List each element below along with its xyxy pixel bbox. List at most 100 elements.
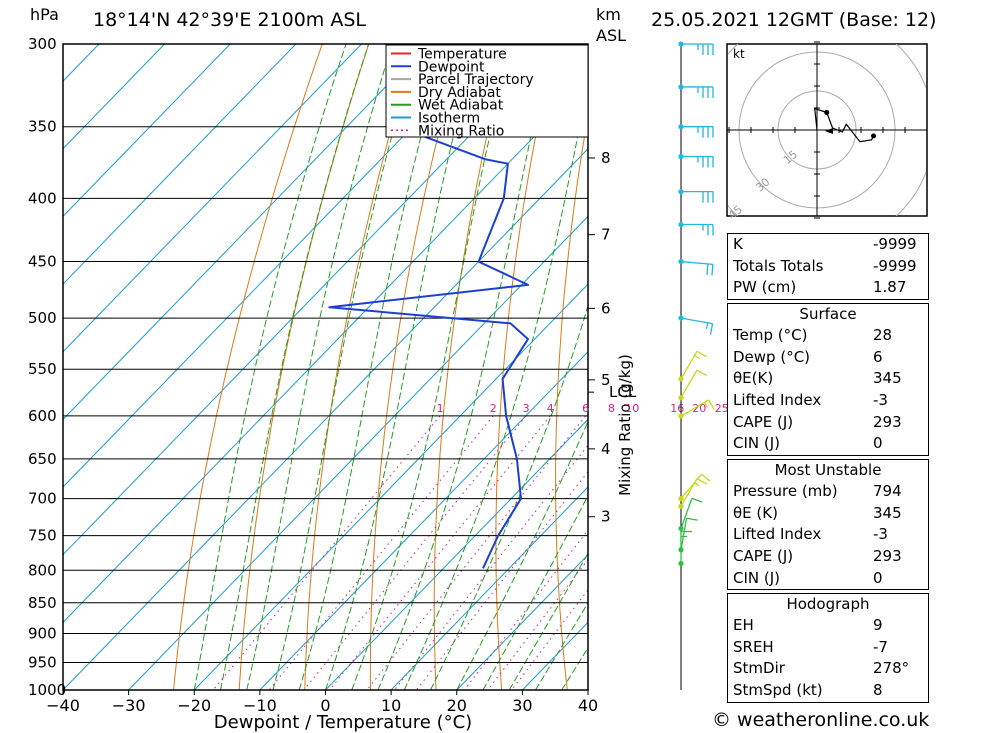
surface-title: Surface xyxy=(799,305,857,323)
wind-barb-feather xyxy=(696,350,707,358)
row-value: 293 xyxy=(873,547,902,566)
profiles xyxy=(328,44,530,569)
surface-row: CIN (J) 0 xyxy=(728,433,928,455)
wet-adiabat-line xyxy=(272,44,419,690)
row-label: K xyxy=(733,235,743,253)
legend-label: Temperature xyxy=(417,47,507,63)
wind-level-dot xyxy=(678,258,684,265)
hpa-label: hPa xyxy=(30,5,59,24)
wind-barb-half-feather xyxy=(694,354,701,360)
wind-level-dot xyxy=(678,315,684,321)
km-label: km xyxy=(596,5,621,24)
wind-level-dot xyxy=(678,221,684,228)
dry-adiabat-line xyxy=(238,44,370,690)
wind-barb-feather xyxy=(709,323,714,335)
x-tick-label: −40 xyxy=(46,696,80,715)
unstable-row: CIN (J) 0 xyxy=(728,568,928,590)
row-value: 794 xyxy=(873,482,902,500)
surface-row: Dewp (°C) 6 xyxy=(728,347,928,369)
wind-barb-half-feather xyxy=(694,482,701,487)
footer-credit[interactable]: © weatheronline.co.uk xyxy=(712,709,930,731)
hodograph-table: Hodograph EH 9 SREH -7 StmDir 278° StmSpd (… xyxy=(727,593,929,703)
wind-level-dot xyxy=(678,413,684,419)
row-value: 28 xyxy=(873,326,893,344)
pressure-tick-label: 650 xyxy=(28,450,57,468)
pressure-tick-label: 400 xyxy=(28,189,57,207)
mixing-ratio-line xyxy=(268,415,494,690)
row-label: SREH xyxy=(733,637,774,656)
indices-row: Totals Totals -9999 xyxy=(728,256,928,278)
mixing-ratio-line xyxy=(487,558,588,690)
wind-barb-feather xyxy=(706,263,709,275)
wind-barb-shaft xyxy=(680,350,698,380)
wind-level-dot xyxy=(678,84,684,90)
surface-row: Lifted Index -3 xyxy=(728,390,928,412)
wet-adiabat-line xyxy=(246,44,393,690)
mixing-ratio-value: 3 xyxy=(523,402,530,415)
legend-label: Wet Adiabat xyxy=(418,98,504,114)
mixing-ratio-line xyxy=(366,415,586,690)
wind-level-dot xyxy=(678,503,684,509)
pressure-tick-label: 300 xyxy=(28,35,57,53)
row-label: PW (cm) xyxy=(733,278,797,297)
altitude-tick-label: 4 xyxy=(601,440,611,458)
wind-barb-shaft xyxy=(680,478,698,507)
wind-barb-half-feather xyxy=(705,322,709,329)
surface-row: CAPE (J) 293 xyxy=(728,412,928,434)
row-label: θE(K) xyxy=(733,369,774,388)
mixing-ratio-line xyxy=(394,444,588,690)
wind-barb-shaft xyxy=(680,317,713,325)
unstable-row: Pressure (mb) 794 xyxy=(728,481,928,503)
mixing-ratio-value: 10 xyxy=(625,402,639,415)
pressure-tick-label: 950 xyxy=(28,653,57,671)
wind-level-dot xyxy=(678,496,684,502)
isotherm-line xyxy=(63,148,588,690)
hodograph-title: Hodograph xyxy=(786,595,870,613)
x-tick-label: −10 xyxy=(243,696,277,715)
pressure-tick-label: 1000 xyxy=(28,681,66,699)
row-value: -9999 xyxy=(873,256,917,275)
isotherm-line xyxy=(128,215,588,690)
isotherm-line xyxy=(63,44,297,285)
altitude-tick-label: 7 xyxy=(601,226,611,244)
x-tick-label: −30 xyxy=(112,696,146,715)
wind-barb-feather xyxy=(696,369,707,377)
row-label: Pressure (mb) xyxy=(733,482,838,500)
row-value: -3 xyxy=(873,391,888,410)
wet-adiabat-line xyxy=(325,44,478,690)
row-label: Lifted Index xyxy=(733,391,822,410)
unstable-row: θE (K) 345 xyxy=(728,503,928,525)
lcl-label: LCL xyxy=(609,383,637,401)
pressure-tick-label: 350 xyxy=(28,118,57,136)
pressure-tick-label: 600 xyxy=(28,407,57,425)
row-label: Lifted Index xyxy=(733,525,822,544)
mixing-ratio-value: 25 xyxy=(715,402,729,415)
most-unstable-table: Most Unstable Pressure (mb) 794 θE (K) 345… xyxy=(727,459,929,591)
row-label: EH xyxy=(733,616,754,634)
row-value: 9 xyxy=(873,616,883,634)
row-label: Temp (°C) xyxy=(733,326,808,344)
mixing-ratio-value: 4 xyxy=(547,402,554,415)
dry-adiabat-line xyxy=(555,112,588,690)
wind-barb-feather xyxy=(701,473,711,482)
wet-adiabat-line xyxy=(403,84,588,690)
dry-adiabat-line xyxy=(926,44,1000,690)
row-value: 1.87 xyxy=(873,278,907,297)
row-label: Dewp (°C) xyxy=(733,347,811,366)
mixing-ratio-value: 16 xyxy=(670,402,684,415)
pressure-tick-label: 800 xyxy=(28,561,57,579)
datetime-label: 25.05.2021 12GMT (Base: 12) xyxy=(651,9,937,31)
x-tick-label: 30 xyxy=(512,696,532,715)
indices-row: K -9999 xyxy=(728,234,928,256)
wind-barb-shaft xyxy=(680,369,698,399)
altitude-tick-label: 8 xyxy=(601,149,611,167)
wind-barb-feather xyxy=(708,399,715,410)
wind-level-dot xyxy=(678,560,684,567)
row-label: StmDir xyxy=(733,659,785,678)
isotherm-line xyxy=(63,44,494,488)
wet-adiabat-line xyxy=(193,44,347,690)
pressure-tick-label: 500 xyxy=(28,309,57,327)
dry-adiabat-line xyxy=(173,44,323,690)
